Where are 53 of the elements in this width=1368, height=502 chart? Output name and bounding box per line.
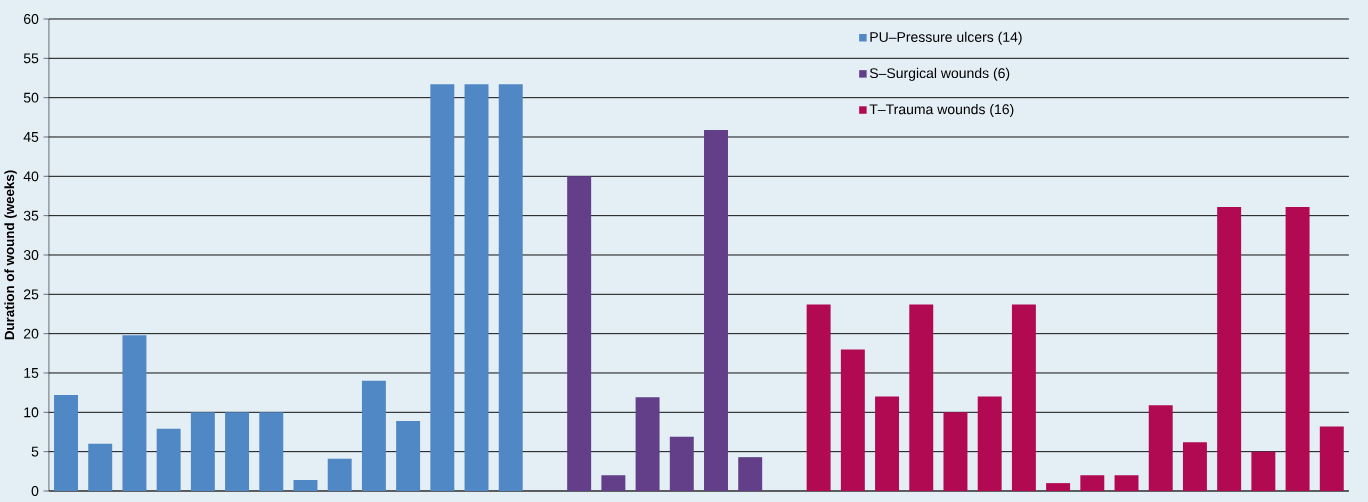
bar bbox=[396, 420, 421, 491]
bar bbox=[1011, 304, 1036, 491]
y-tick-label: 5 bbox=[31, 446, 39, 457]
bar bbox=[498, 84, 523, 491]
y-tick-label: 35 bbox=[23, 210, 39, 221]
y-tick-label: 40 bbox=[23, 171, 39, 182]
legend-label: PU–Pressure ulcers (14) bbox=[870, 31, 1022, 45]
y-tick-label: 15 bbox=[24, 368, 39, 378]
bar bbox=[840, 349, 865, 491]
bar bbox=[1251, 451, 1276, 491]
bar bbox=[361, 380, 386, 491]
legend-label: S–Surgical wounds (6) bbox=[869, 67, 1010, 81]
bar bbox=[1114, 475, 1139, 491]
bar bbox=[464, 84, 489, 491]
bar bbox=[1217, 207, 1242, 491]
bar bbox=[909, 304, 934, 491]
y-tick-label: 20 bbox=[24, 328, 39, 339]
y-tick-label: 45 bbox=[23, 132, 39, 142]
bar bbox=[293, 479, 318, 491]
bar bbox=[430, 84, 455, 491]
bar bbox=[122, 335, 147, 491]
bar bbox=[327, 458, 352, 491]
bar bbox=[1319, 426, 1344, 491]
bar bbox=[1148, 405, 1173, 491]
bar bbox=[156, 428, 181, 491]
bar bbox=[943, 412, 968, 491]
y-tick-label: 50 bbox=[23, 92, 39, 103]
bar bbox=[54, 395, 78, 491]
y-tick-label: 0 bbox=[31, 486, 39, 496]
y-tick-label: 55 bbox=[23, 53, 39, 64]
bar bbox=[1285, 207, 1310, 491]
y-tick-label: 10 bbox=[24, 407, 39, 418]
y-axis-title: Duration of wound (weeks) bbox=[4, 170, 17, 340]
bar bbox=[875, 396, 900, 491]
bar bbox=[259, 412, 284, 491]
bar bbox=[1046, 483, 1071, 491]
y-tick-label: 60 bbox=[24, 14, 39, 24]
bar bbox=[567, 176, 592, 491]
bar bbox=[669, 436, 694, 491]
bar bbox=[601, 475, 626, 491]
bar bbox=[1080, 475, 1105, 491]
bar bbox=[806, 304, 831, 491]
bar bbox=[704, 129, 728, 491]
bar bbox=[635, 397, 660, 491]
bar bbox=[225, 412, 250, 491]
bar bbox=[1182, 442, 1207, 491]
y-tick-label: 30 bbox=[23, 250, 39, 260]
legend-label: T–Trauma wounds (16) bbox=[869, 103, 1014, 118]
bar bbox=[88, 443, 113, 491]
bar bbox=[190, 412, 215, 491]
bar bbox=[977, 396, 1002, 491]
y-tick-label: 25 bbox=[24, 289, 39, 300]
bar bbox=[738, 457, 763, 491]
